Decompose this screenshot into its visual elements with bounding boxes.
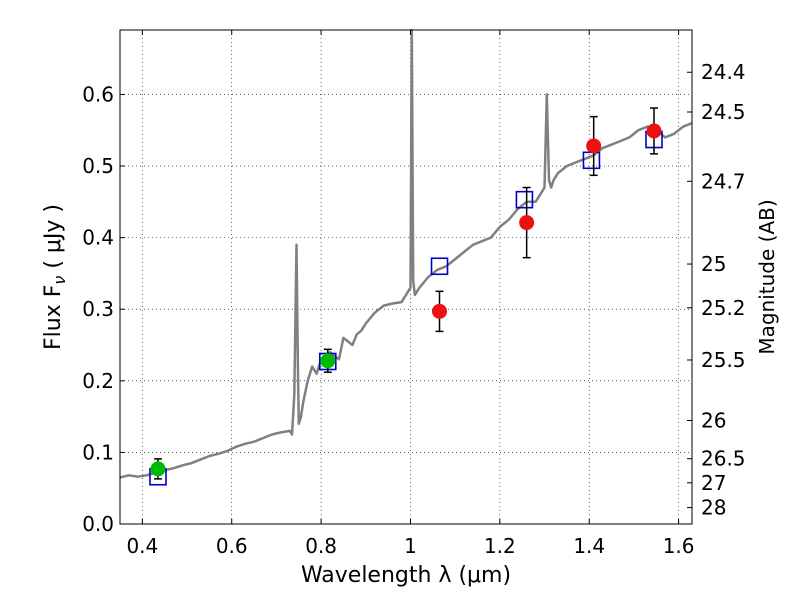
right-tick-label: 25.2 [701, 296, 746, 320]
y-axis-label-main: Flux F [41, 285, 66, 350]
y-tick-label: 0.6 [82, 82, 114, 106]
right-tick-label: 26.5 [701, 447, 746, 471]
right-axis-label: Magnitude (AB) [755, 199, 779, 354]
y-tick-label: 0.1 [82, 440, 114, 464]
tick-labels: 0.4 0.6 0.8 1 1.2 1.4 1.6 0.0 0.1 0.2 0.3 0.4 0.5 0.6… [82, 60, 745, 558]
right-tick-label: 24.7 [701, 169, 746, 193]
y-tick-label: 0.4 [82, 226, 114, 250]
x-tick-label: 0.8 [305, 534, 337, 558]
x-axis-label: Wavelength λ (μm) [301, 563, 511, 588]
right-tick-label: 28 [701, 496, 726, 520]
observed-red-point [646, 123, 662, 139]
model-photometry-square [430, 257, 449, 276]
right-tick-label: 24.5 [701, 100, 746, 124]
x-tick-label: 1.4 [573, 534, 605, 558]
photometry-markers [149, 107, 663, 486]
y-tick-label: 0.5 [82, 154, 114, 178]
y-axis-label-unit: ( μJy ) [41, 204, 66, 276]
model-photometry-square [515, 190, 534, 209]
plot-background [120, 30, 692, 524]
axis-ticks [120, 30, 692, 525]
y-axis-label-sub: ν [50, 276, 69, 285]
spectrum-layer [119, 28, 693, 479]
observed-green-point [150, 461, 166, 477]
observed-green-point [320, 353, 336, 369]
right-tick-label: 25 [701, 252, 726, 276]
x-tick-label: 1 [404, 534, 417, 558]
right-tick-label: 27 [701, 471, 726, 495]
right-tick-label: 24.4 [701, 60, 746, 84]
x-tick-label: 0.4 [126, 534, 158, 558]
x-tick-label: 0.6 [216, 534, 248, 558]
x-tick-label: 1.6 [663, 534, 695, 558]
y-tick-label: 0.0 [82, 512, 114, 536]
y-axis-label: Flux Fν ( μJy ) [41, 204, 69, 350]
y-tick-label: 0.2 [82, 369, 114, 393]
plot-frame [119, 29, 693, 525]
right-tick-label: 25.5 [701, 348, 746, 372]
x-tick-label: 1.2 [484, 534, 516, 558]
observed-red-point [519, 215, 535, 231]
observed-red-point [586, 138, 602, 154]
model-spectrum-line [119, 28, 693, 479]
y-tick-label: 0.3 [82, 297, 114, 321]
observed-red-point [432, 303, 448, 319]
right-tick-label: 26 [701, 409, 726, 433]
